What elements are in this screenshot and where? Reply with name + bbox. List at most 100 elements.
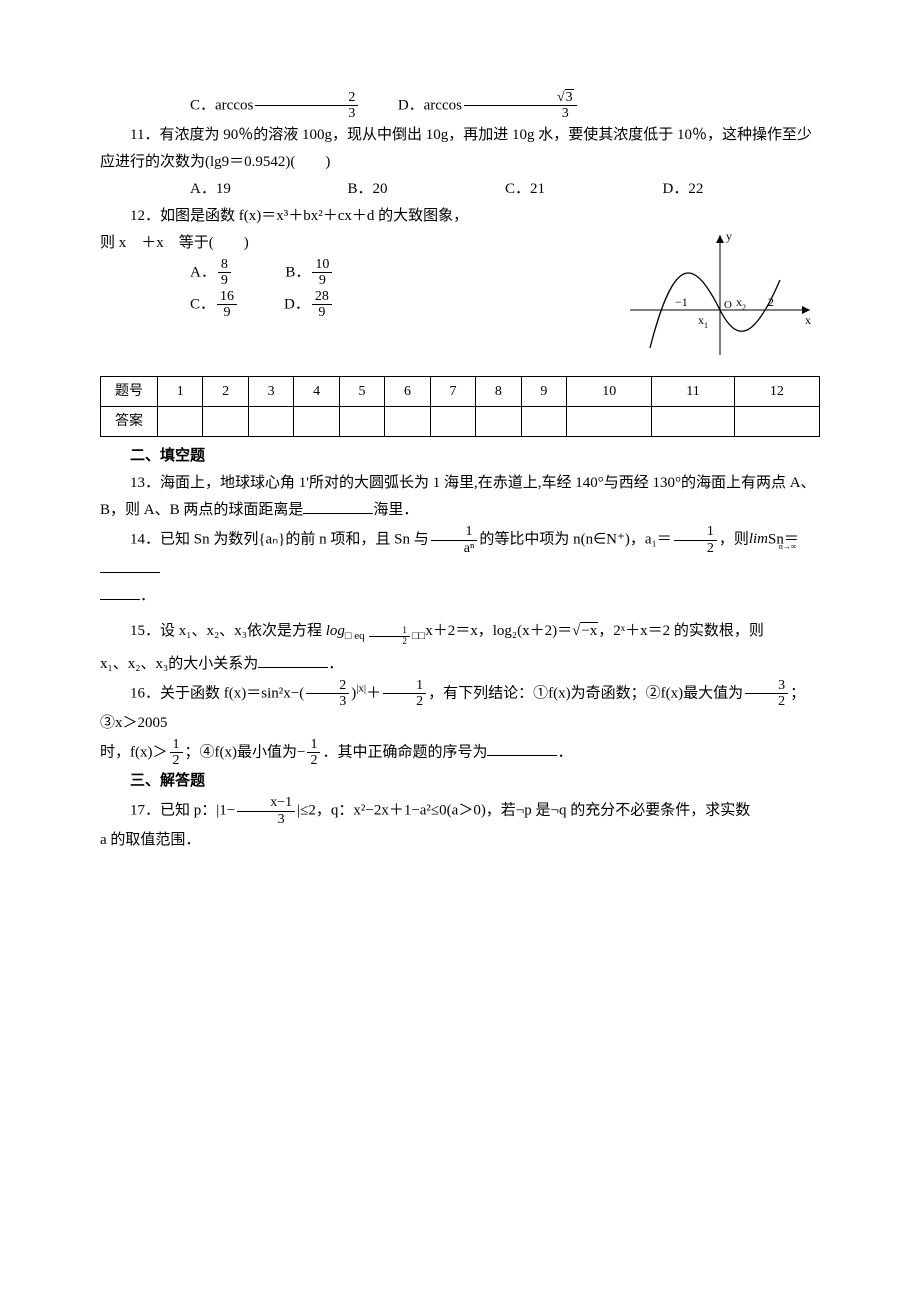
q14-b: 的等比中项为 n(n∈N⁺)，a₁＝ (479, 531, 671, 547)
q16-h-den: 2 (383, 694, 426, 709)
q14-lim: limn→∞ (749, 531, 768, 547)
q12-d-den: 9 (312, 305, 332, 320)
ans-cell (567, 406, 652, 436)
q15-a: 15．设 x₁、x₂、x₃依次是方程 (130, 623, 326, 639)
q16-g-den: 2 (170, 753, 183, 768)
q17-f-den: 3 (237, 812, 295, 827)
q15-sqrt: −x (580, 622, 598, 639)
col-3: 3 (248, 376, 293, 406)
q14-f-den: aⁿ (431, 541, 478, 556)
blank (100, 584, 140, 600)
q12-c-den: 9 (217, 305, 237, 320)
ans-cell (158, 406, 203, 436)
q16-frac-m: 32 (745, 678, 788, 710)
q14-g-num: 1 (674, 524, 717, 540)
q14: 14．已知 Sn 为数列{aₙ}的前 n 项和，且 Sn 与1aⁿ的等比中项为 … (100, 524, 820, 583)
q12-c-num: 16 (217, 289, 237, 305)
ans-cell (339, 406, 384, 436)
label-O: O (724, 299, 732, 311)
q16-i: ． (557, 744, 572, 760)
q10-d-label: D．arccos (398, 97, 462, 113)
q16-p-den: 3 (306, 694, 349, 709)
ans-cell (430, 406, 475, 436)
label-x2: x2 (736, 295, 746, 312)
q16-k-den: 2 (307, 753, 320, 768)
q12-b-label: B． (285, 264, 310, 280)
q16-line1: 16．关于函数 f(x)＝sin²x−(23)|x|＋12，有下列结论：①f(x… (100, 678, 820, 737)
q16-c: ＋ (366, 685, 381, 701)
q14-a: 14．已知 Sn 为数列{aₙ}的前 n 项和，且 Sn 与 (130, 531, 429, 547)
table-row: 答案 (101, 406, 820, 436)
col-2: 2 (203, 376, 248, 406)
ans-cell (476, 406, 521, 436)
col-7: 7 (430, 376, 475, 406)
q15-d: x₁、x₂、x₃的大小关系为 (100, 656, 258, 672)
q16-a: 16．关于函数 f(x)＝sin²x−( (130, 685, 304, 701)
q12-a-den: 9 (218, 273, 231, 288)
q16-f: 时，f(x)＞ (100, 744, 168, 760)
ans-cell (385, 406, 430, 436)
q12-b-num: 10 (312, 257, 332, 273)
col-10: 10 (567, 376, 652, 406)
q17-line1: 17．已知 p：|1−x−13|≤2，q：x²−2x＋1−a²≤0(a＞0)，若… (100, 795, 820, 827)
col-12: 12 (734, 376, 819, 406)
q15: 15．设 x₁、x₂、x₃依次是方程 log□ eq 12□□x＋2＝x，log… (100, 618, 820, 647)
ans-cell (652, 406, 734, 436)
ans-cell (734, 406, 819, 436)
q11-d: D．22 (663, 176, 821, 203)
q12-text: 则 x ＋x 等于( ) A．89 B．109 C．169 D．289 (100, 230, 610, 321)
q14-f-num: 1 (431, 524, 478, 540)
q16-p-num: 2 (306, 678, 349, 694)
row1-label: 题号 (101, 376, 158, 406)
q16-m-den: 2 (745, 694, 788, 709)
row2-label: 答案 (101, 406, 158, 436)
section-3-heading: 三、解答题 (100, 768, 820, 795)
q10-d-frac: √33 (464, 90, 577, 122)
q17-frac: x−13 (237, 795, 295, 827)
q16-k-num: 1 (307, 737, 320, 753)
q12-c-frac: 169 (217, 289, 237, 321)
q17-line2: a 的取值范围． (100, 827, 820, 854)
q16-frac-p: 23 (306, 678, 349, 710)
ans-cell (248, 406, 293, 436)
q12-row-cd: C．169 D．289 (100, 289, 610, 321)
q15-c: ，2ˣ＋x＝2 的实数根，则 (598, 623, 764, 639)
q17-b: |≤2，q：x²−2x＋1−a²≤0(a＞0)，若¬p 是¬q 的充分不必要条件… (297, 803, 750, 819)
q12-row-ab: A．89 B．10 9 (100, 257, 610, 289)
q14-c: ，则 (719, 531, 749, 547)
q15-e: ． (328, 656, 343, 672)
q13-a: 13．海面上，地球球心角 1'所对的大圆弧长为 1 海里,在赤道上,车经 140… (100, 475, 816, 518)
blank (303, 498, 373, 514)
table-row: 题号 1 2 3 4 5 6 7 8 9 10 11 12 (101, 376, 820, 406)
q12-a-label: A． (190, 264, 216, 280)
q13-b: 海里． (373, 502, 418, 518)
q12-stem: 12．如图是函数 f(x)＝x³＋bx²＋cx＋d 的大致图象， (100, 203, 820, 230)
answer-table: 题号 1 2 3 4 5 6 7 8 9 10 11 12 答案 (100, 376, 820, 437)
q12-d-frac: 289 (312, 289, 332, 321)
q16-h-num: 1 (383, 678, 426, 694)
q10-c-den: 3 (255, 106, 358, 121)
q12-d-num: 28 (312, 289, 332, 305)
q17-a: 17．已知 p：|1− (130, 803, 235, 819)
q15-b: x＋2＝x，log₂(x＋2)＝ (425, 623, 572, 639)
q14-frac2: 12 (674, 524, 717, 556)
q16-d: ，有下列结论：①f(x)为奇函数；②f(x)最大值为 (428, 685, 743, 701)
q12-a-frac: 89 (218, 257, 231, 289)
q12-body: 则 x ＋x 等于( ) A．89 B．109 C．169 D．289 (100, 230, 820, 370)
q16-exp: |x| (356, 682, 366, 694)
label-y: y (726, 230, 732, 243)
blank (100, 557, 160, 573)
q15-logbase: □ eq 12□□ (345, 630, 425, 642)
q11-c: C．21 (505, 176, 663, 203)
q13: 13．海面上，地球球心角 1'所对的大圆弧长为 1 海里,在赤道上,车经 140… (100, 470, 820, 524)
page: C．arccos23 D．arccos√33 11．有浓度为 90％的溶液 10… (100, 90, 820, 854)
q12-figure: y x O −1 2 x1 x2 (610, 230, 820, 370)
q14-e: ． (140, 588, 155, 604)
col-1: 1 (158, 376, 203, 406)
q16-line2: 时，f(x)＞12；④f(x)最小值为−12．其中正确命题的序号为． (100, 737, 820, 769)
q14-frac1: 1aⁿ (431, 524, 478, 556)
label-x1: x1 (698, 313, 708, 330)
q14-g-den: 2 (674, 541, 717, 556)
q12-svg: y x O −1 2 x1 x2 (620, 230, 820, 360)
col-5: 5 (339, 376, 384, 406)
